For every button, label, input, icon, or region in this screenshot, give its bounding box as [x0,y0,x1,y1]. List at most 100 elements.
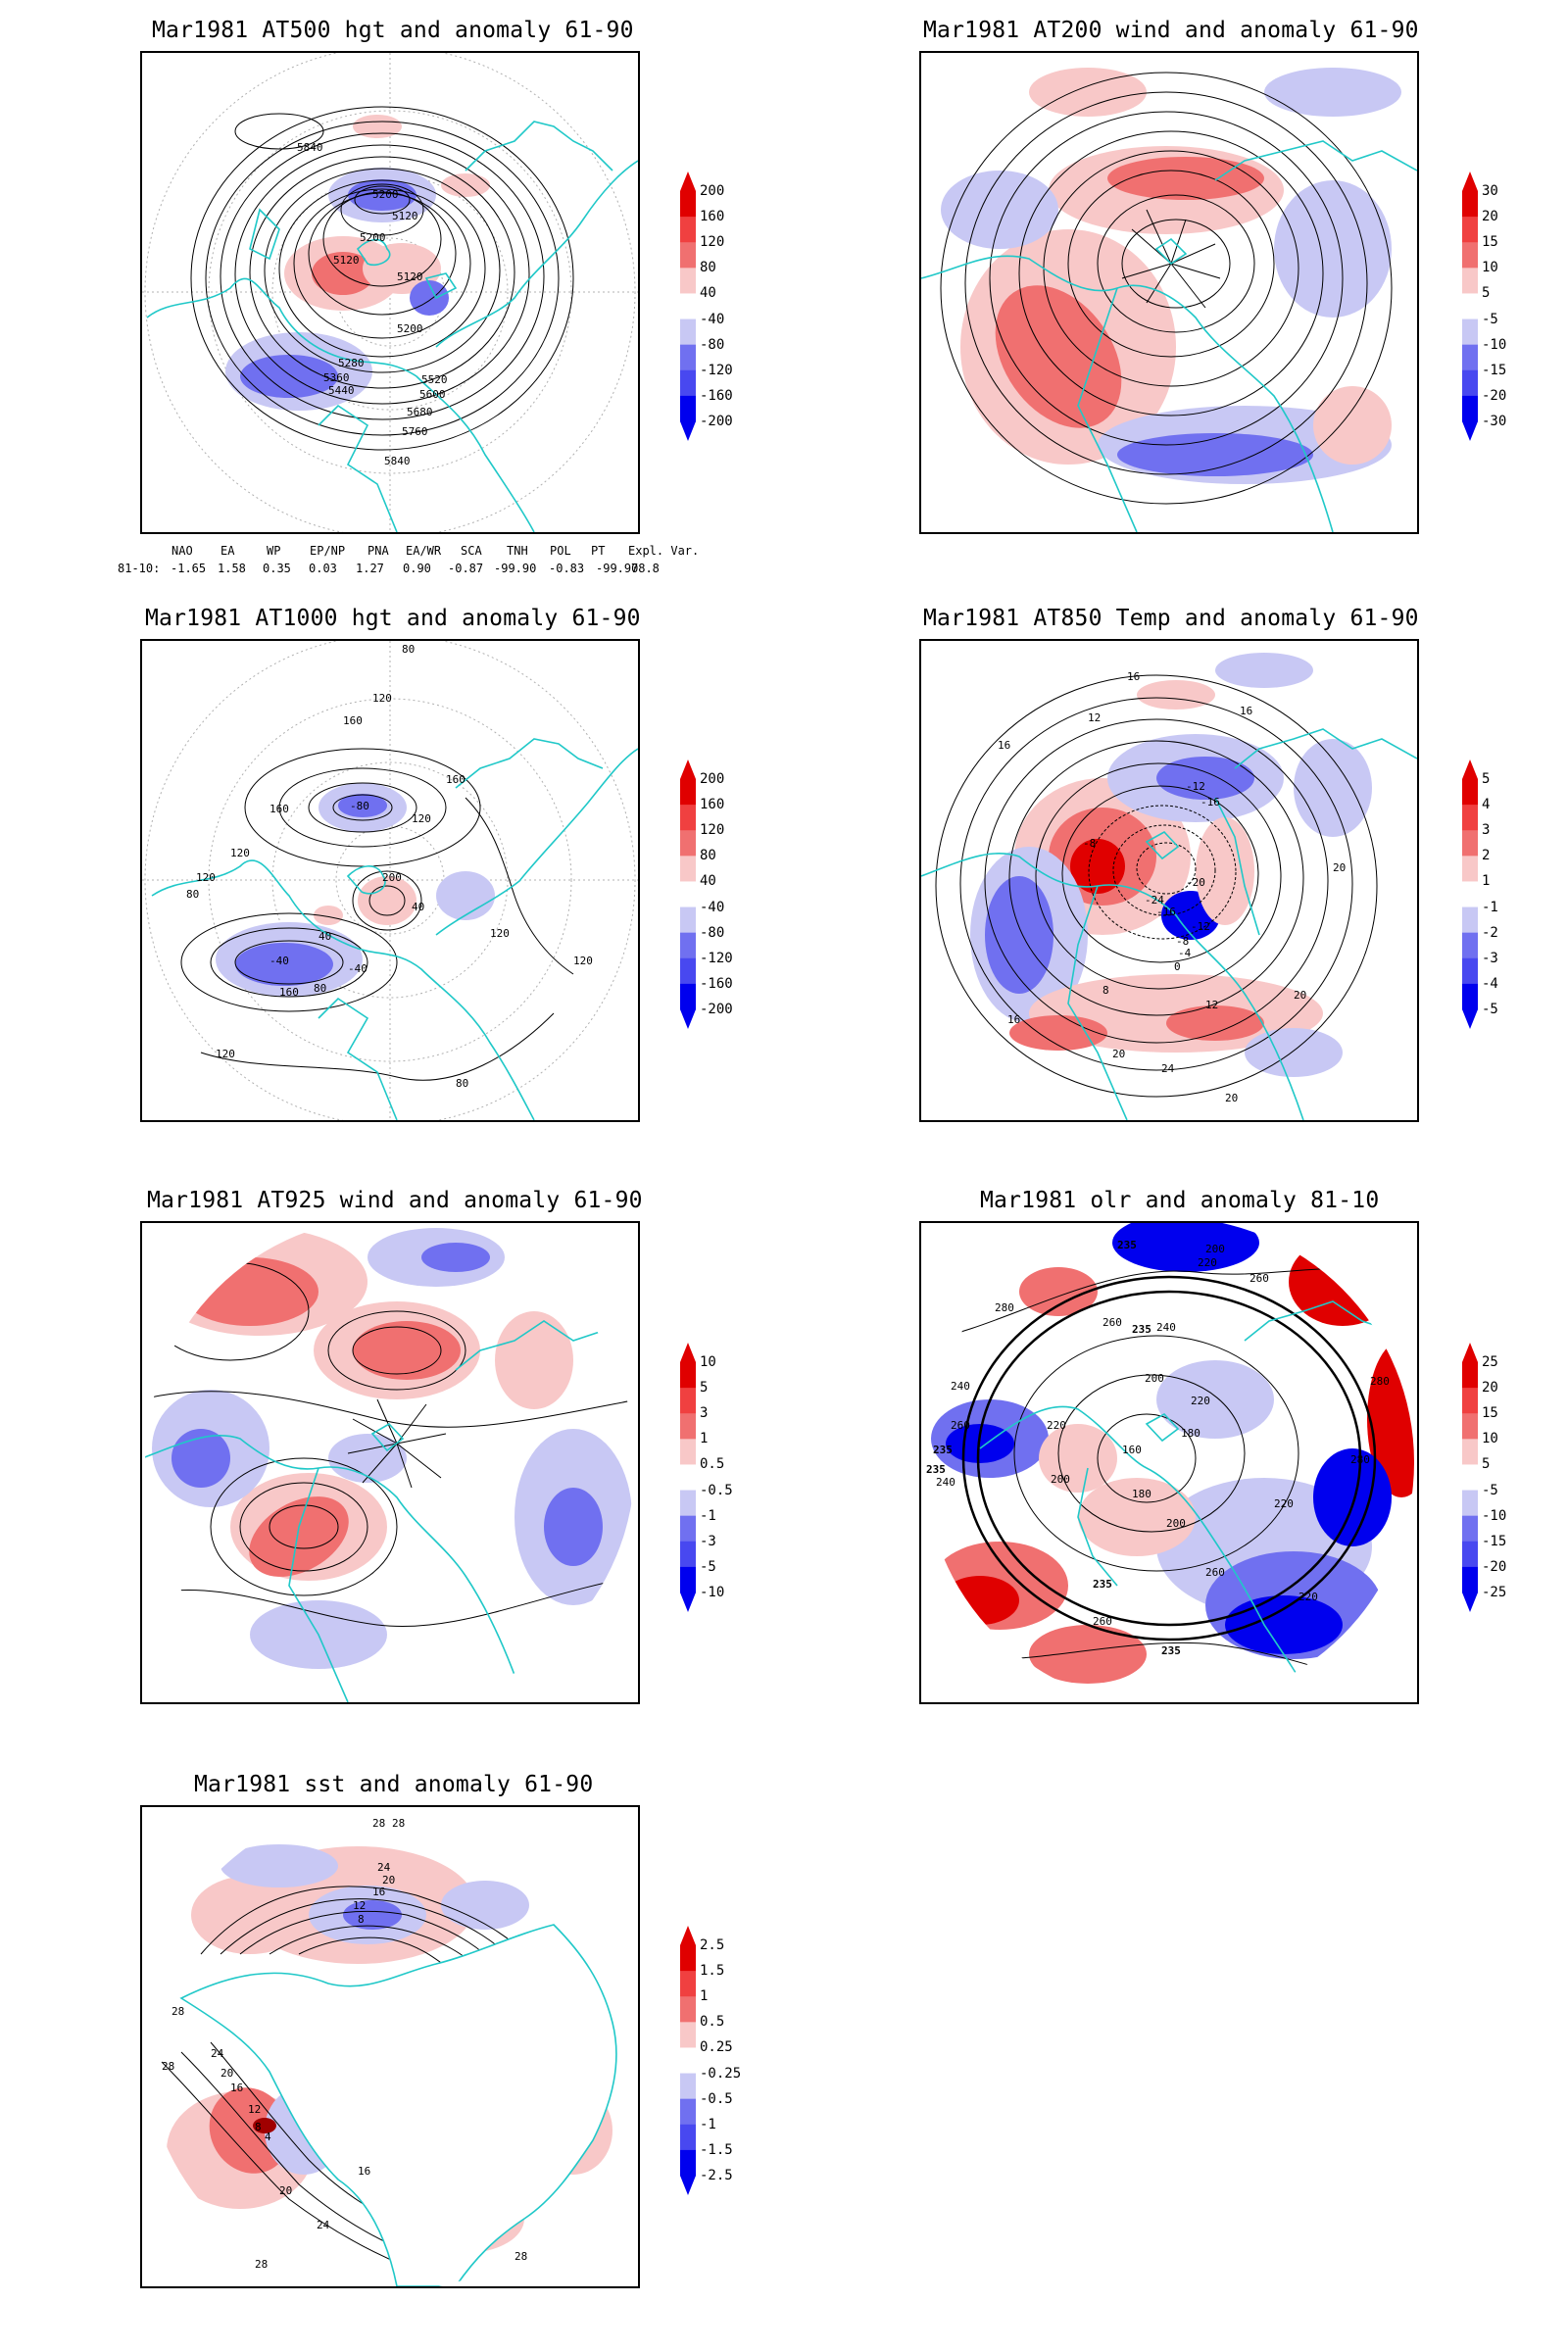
temp-contours [935,674,1378,1098]
colorbar-svg [680,1343,696,1612]
colorbar-segment [1462,217,1478,243]
contour-label: -12 [1186,780,1205,793]
colorbar-label: -5 [700,1558,716,1575]
colorbar-segment [1462,318,1478,346]
colorbar-label: 5 [1482,285,1491,302]
colorbar-label: -2.5 [700,2168,733,2183]
colorbar-segment [680,318,696,346]
contour-label: 240 [1156,1321,1176,1334]
contour-label: 200 [1145,1372,1164,1385]
contour-label: 260 [1205,1566,1225,1579]
tele-header: Expl. Var. [628,544,700,558]
contour-label: 260 [1250,1272,1269,1285]
tele-row-label: 81-10: [118,562,161,575]
colorbar-label: 160 [700,797,725,813]
contour-label: 20 [1294,989,1306,1002]
contour-label: 220 [1047,1419,1066,1432]
colorbar-segment [1462,779,1478,806]
contour-label: 5120 [333,254,360,267]
contour-labels: 80 120 160 160 -80 120 160 120 200 120 8… [186,643,593,1090]
colorbar-segment [680,2124,696,2151]
colorbar-segment [680,1566,696,1593]
contour-label: 120 [196,871,216,884]
tele-value: -99.90 [494,562,537,575]
colorbar-label: 40 [700,873,716,890]
contour-label: 5280 [338,357,365,369]
tele-value: 1.27 [356,562,384,575]
contour-label: 28 [514,2250,527,2263]
colorbar-svg [1462,760,1478,1029]
colorbar-segment [680,856,696,882]
tele-header: EA [220,544,235,558]
contour-label: 16 [1127,670,1140,683]
colorbar-segment [1462,1388,1478,1414]
colorbar-segment [1462,395,1478,422]
tele-header: WP [267,544,281,558]
contour-label: -8 [1176,935,1189,948]
colorbar-label: 0.5 [700,2014,725,2031]
colorbar-segment [680,779,696,806]
colorbar-label: -120 [700,950,733,966]
contour-label: 240 [951,1380,970,1393]
colorbar-label: 80 [700,848,716,864]
colorbar-label: -10 [1482,1507,1507,1524]
tele-value: -1.65 [171,562,207,575]
polar-map: 5840 5200 5120 5200 5120 5120 5200 5280 … [140,51,640,534]
colorbar-label: -3 [700,1533,716,1549]
contour-label: 16 [372,1886,385,1898]
colorbar-bottom-arrow [680,2176,696,2195]
colorbar: 200 160 120 80 40 -40 -80 -120 -160 -200 [676,172,755,441]
colorbar-bottom-arrow [1462,1009,1478,1029]
contour-labels: 235 200 220 260 280 235 240 260 200 220 … [926,1239,1390,1657]
colorbar-label: -5 [1482,311,1498,327]
colorbar-label: 1 [700,1431,709,1447]
colorbar-segment [1462,881,1478,908]
contour-label: 40 [412,901,424,913]
contour-label: 200 [1166,1517,1186,1530]
contour-label: 220 [1198,1256,1217,1269]
colorbar-segment [680,983,696,1010]
tele-value: 1.58 [218,562,246,575]
contour-label: 120 [230,847,250,859]
contour-label: 5600 [419,388,446,401]
colorbar-label: -1.5 [700,2141,733,2158]
contour-label: 160 [1122,1444,1142,1456]
contour-label: 180 [1181,1427,1200,1440]
colorbar-top-arrow [1462,1343,1478,1362]
colorbar: 25 20 15 10 5 -5 -10 -15 -20 -25 [1458,1343,1537,1612]
colorbar-label: -10 [1482,336,1507,353]
panel-title: Mar1981 AT850 Temp and anomaly 61-90 [923,606,1419,631]
colorbar-label: -1 [700,1507,716,1524]
colorbar-segment [1462,906,1478,934]
colorbar-label: -1 [700,2116,716,2132]
colorbar-label: 20 [1482,209,1498,225]
contour-label: 16 [230,2082,243,2094]
contour-label: 20 [382,1874,395,1886]
panel-title: Mar1981 AT200 wind and anomaly 61-90 [923,18,1419,43]
colorbar-segment [1462,1515,1478,1543]
colorbar-label: 25 [1482,1354,1498,1370]
tele-value: 0.90 [403,562,431,575]
contour-label: 12 [1205,999,1218,1011]
polar-map [919,51,1419,534]
contour-label: 200 [382,871,402,884]
colorbar-segment [680,932,696,959]
tele-header: EA/WR [406,544,442,558]
colorbar-segment [680,2098,696,2126]
contour-label: 28 [392,1817,405,1830]
colorbar-label: -40 [700,311,725,327]
contour-label: 20 [220,2067,233,2080]
contour-label: 28 [372,1817,385,1830]
contour-label: -20 [1186,876,1205,889]
colorbar-segment [1462,242,1478,269]
contour-label: 80 [402,643,415,656]
height-contours [180,748,574,1081]
colorbar-label: 5 [1482,1456,1491,1473]
contour-label: 280 [1350,1453,1370,1466]
colorbar: 30 20 15 10 5 -5 -10 -15 -20 -30 [1458,172,1537,441]
contour-label: 80 [186,888,199,901]
tele-value: -99.90 [596,562,639,575]
colorbar-segment [1462,983,1478,1010]
tele-value: 78.8 [631,562,660,575]
colorbar-label: 200 [700,183,725,199]
